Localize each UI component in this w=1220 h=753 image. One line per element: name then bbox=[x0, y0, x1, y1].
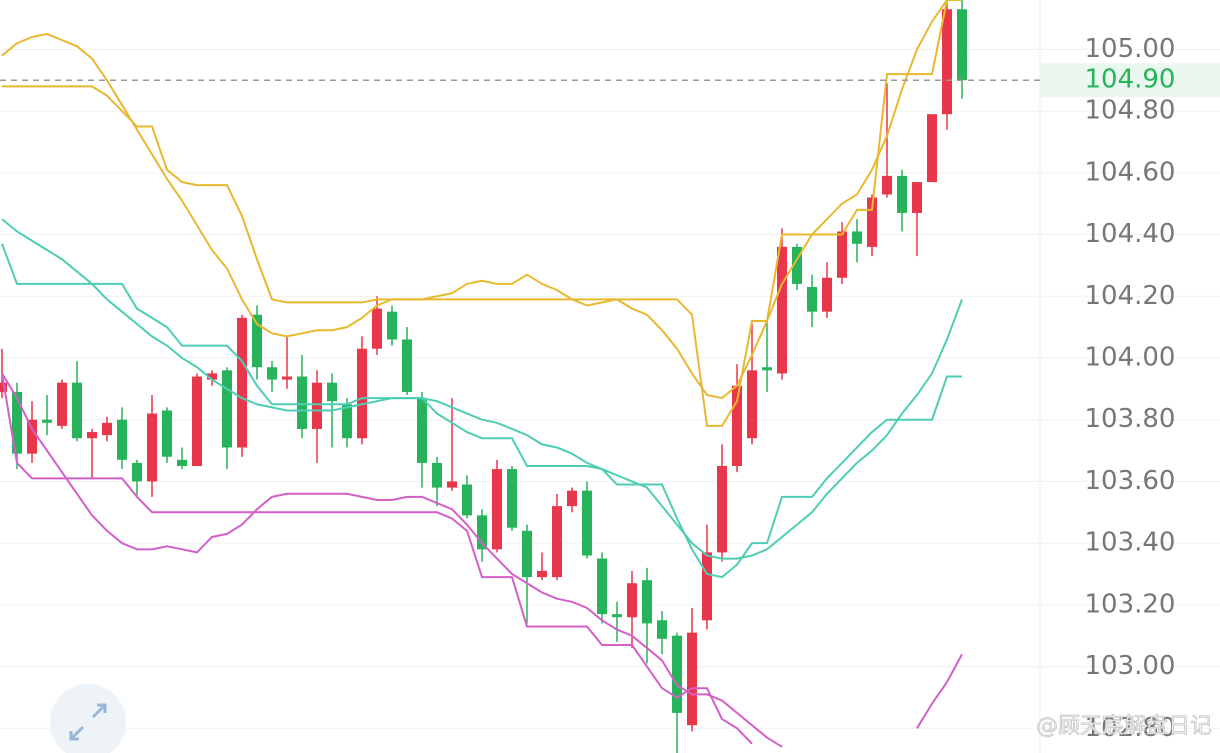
indicator-line bbox=[1, 0, 948, 400]
candle-body bbox=[537, 570, 547, 578]
candle-body bbox=[102, 422, 112, 436]
candle-body bbox=[732, 385, 742, 466]
y-tick-label: 103.60 bbox=[1085, 466, 1176, 496]
expand-button[interactable] bbox=[50, 684, 126, 753]
candle-body bbox=[267, 367, 277, 380]
indicator-line bbox=[1, 373, 753, 745]
candle-body bbox=[612, 614, 622, 618]
grid bbox=[0, 48, 1220, 729]
last-price-label: 104.90 bbox=[1085, 65, 1176, 95]
candle-body bbox=[837, 231, 847, 278]
y-tick-label: 104.60 bbox=[1085, 157, 1176, 187]
candle-body bbox=[507, 469, 517, 528]
candle-body bbox=[867, 197, 877, 247]
last-price-box bbox=[1040, 63, 1220, 98]
candle-body bbox=[492, 469, 502, 550]
candle-body bbox=[582, 490, 592, 556]
candle-body bbox=[57, 382, 67, 426]
candle-body bbox=[237, 317, 247, 448]
indicator-line bbox=[2, 0, 962, 427]
candle-body bbox=[117, 419, 127, 460]
candle-body bbox=[672, 635, 682, 713]
candle-body bbox=[852, 231, 862, 244]
candle-body bbox=[927, 114, 937, 183]
candle-body bbox=[657, 620, 667, 639]
candle-body bbox=[177, 459, 187, 466]
candle-body bbox=[252, 314, 262, 368]
candle-body bbox=[807, 287, 817, 312]
candle-body bbox=[27, 419, 37, 454]
candle-body bbox=[222, 370, 232, 448]
candle-body bbox=[567, 490, 577, 507]
y-tick-label: 104.80 bbox=[1085, 96, 1176, 126]
candle-body bbox=[387, 311, 397, 340]
candle-body bbox=[72, 382, 82, 439]
candle-body bbox=[897, 175, 907, 213]
candle-body bbox=[402, 339, 412, 392]
candle-body bbox=[297, 376, 307, 429]
candle-body bbox=[777, 246, 787, 374]
candle-body bbox=[792, 246, 802, 284]
y-tick-label: 104.40 bbox=[1085, 219, 1176, 249]
candle-body bbox=[342, 404, 352, 439]
candle-body bbox=[747, 370, 757, 439]
expand-circle[interactable] bbox=[50, 684, 126, 753]
candle-body bbox=[87, 432, 97, 439]
candle-body bbox=[822, 277, 832, 312]
watermark: @顾天宸解盘日记 bbox=[1036, 714, 1212, 739]
candle-body bbox=[192, 376, 202, 466]
candle-body bbox=[132, 462, 142, 482]
candle-body bbox=[282, 376, 292, 380]
indicator-line bbox=[1, 218, 963, 560]
candle-body bbox=[327, 382, 337, 402]
y-tick-label: 104.20 bbox=[1085, 281, 1176, 311]
candle-body bbox=[942, 9, 952, 115]
candle-body bbox=[717, 465, 727, 553]
candle-body bbox=[912, 182, 922, 213]
candle-body bbox=[627, 583, 637, 618]
candle-body bbox=[957, 9, 967, 81]
y-tick-label: 105.00 bbox=[1085, 34, 1176, 64]
y-axis: 105.00 104.80 104.60 104.40 104.20 104.00 103.… bbox=[1040, 34, 1220, 743]
candle-body bbox=[462, 484, 472, 516]
y-tick-label: 103.80 bbox=[1085, 404, 1176, 434]
candle-body bbox=[762, 367, 772, 371]
candle-body bbox=[642, 580, 652, 624]
candle-body bbox=[372, 308, 382, 349]
candle-body bbox=[162, 410, 172, 457]
candles bbox=[0, 0, 967, 753]
y-tick-label: 102.80 bbox=[1085, 713, 1176, 743]
y-tick-label: 103.20 bbox=[1085, 589, 1176, 619]
candle-body bbox=[357, 348, 367, 439]
candle-body bbox=[147, 413, 157, 482]
candle-body bbox=[552, 506, 562, 578]
candle-body bbox=[312, 382, 322, 429]
candle-body bbox=[597, 558, 607, 615]
indicator-lines bbox=[0, 0, 1040, 748]
candle-body bbox=[882, 175, 892, 195]
candle-body bbox=[477, 515, 487, 550]
candle-body bbox=[447, 481, 457, 488]
candle-body bbox=[12, 391, 22, 454]
candle-body bbox=[687, 632, 697, 726]
indicator-line bbox=[1, 372, 963, 748]
y-tick-label: 103.00 bbox=[1085, 651, 1176, 681]
indicator-line bbox=[1, 243, 962, 579]
candle-body bbox=[207, 373, 217, 380]
candle-body bbox=[522, 530, 532, 578]
candle-body bbox=[417, 398, 427, 463]
candle-body bbox=[702, 552, 712, 621]
candle-body bbox=[432, 462, 442, 488]
candle-body bbox=[42, 419, 52, 423]
expand-icon[interactable] bbox=[69, 703, 107, 741]
y-tick-label: 103.40 bbox=[1085, 528, 1176, 558]
y-tick-label: 104.00 bbox=[1085, 342, 1176, 372]
